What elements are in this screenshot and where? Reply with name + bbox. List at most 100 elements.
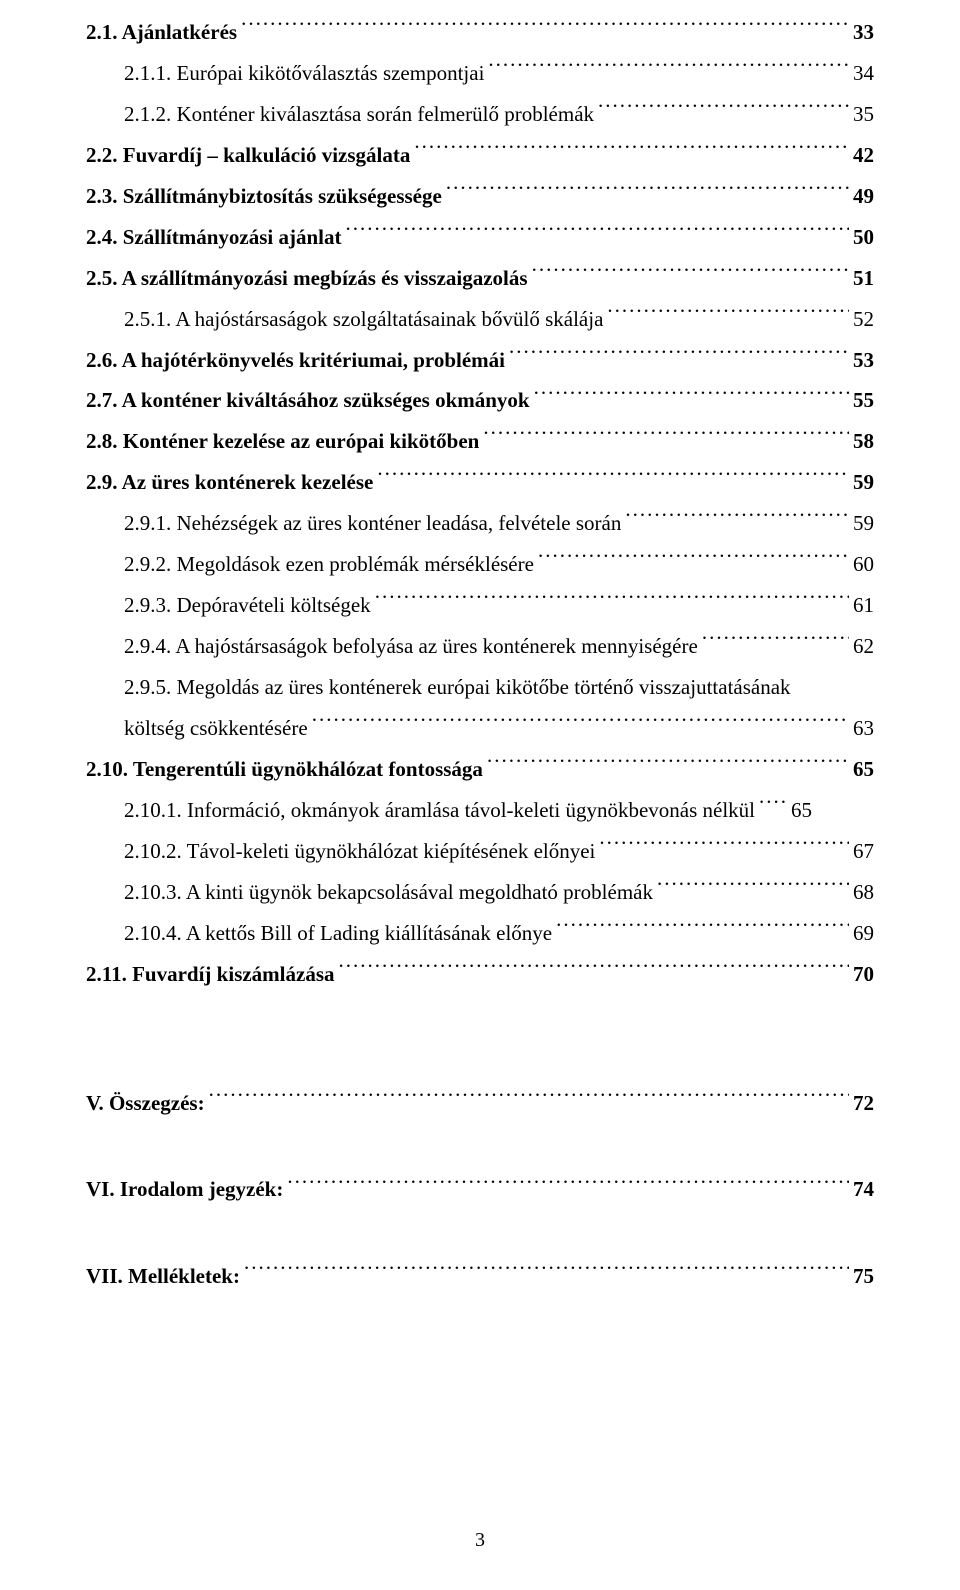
toc-entry-page: 65 xyxy=(853,749,874,790)
toc-entry: 2.1. Ajánlatkérés 33 xyxy=(86,12,874,53)
toc-entry-page: 61 xyxy=(853,585,874,626)
toc-section-label: VII. Mellékletek: xyxy=(86,1256,240,1297)
toc-entry-page: 34 xyxy=(853,53,874,94)
toc-entry: 2.6. A hajótérkönyvelés kritériumai, pro… xyxy=(86,340,874,381)
toc-leader xyxy=(534,386,849,407)
toc-entry: 2.9.5. Megoldás az üres konténerek európ… xyxy=(86,667,874,749)
toc-entry-label: 2.2. Fuvardíj – kalkuláció vizsgálata xyxy=(86,135,410,176)
toc-entry-page: 60 xyxy=(853,544,874,585)
spacer xyxy=(86,1123,874,1169)
toc-leader xyxy=(209,1089,849,1110)
toc-entry-label: 2.9.3. Depóravételi költségek xyxy=(124,585,371,626)
toc-entry-page: 53 xyxy=(853,340,874,381)
toc-entry: 2.9.2. Megoldások ezen problémák mérsékl… xyxy=(86,544,874,585)
toc-entry-label: 2.11. Fuvardíj kiszámlázása xyxy=(86,954,335,995)
toc-entry-label: 2.10.2. Távol-keleti ügynökhálózat kiépí… xyxy=(124,831,595,872)
toc-leader xyxy=(599,837,849,858)
page-footer: 3 xyxy=(0,1529,960,1552)
toc-leader xyxy=(532,264,849,285)
toc-leader xyxy=(538,550,849,571)
toc-entry-page: 59 xyxy=(853,462,874,503)
toc-entry-page: 67 xyxy=(853,831,874,872)
toc-entry-page: 50 xyxy=(853,217,874,258)
toc-entry: 2.9.3. Depóravételi költségek 61 xyxy=(86,585,874,626)
toc-entry-label: költség csökkentésére xyxy=(124,708,308,749)
toc-entry-page: 49 xyxy=(853,176,874,217)
toc-leader xyxy=(414,141,849,162)
toc-entry-page: 69 xyxy=(853,913,874,954)
toc-entry-continuation: költség csökkentésére 63 xyxy=(124,708,874,749)
toc-entry-label: 2.10.4. A kettős Bill of Lading kiállítá… xyxy=(124,913,552,954)
toc-entry: 2.10.1. Információ, okmányok áramlása tá… xyxy=(86,790,874,831)
toc-section-entry: VII. Mellékletek: 75 xyxy=(86,1256,874,1297)
toc-section-page: 72 xyxy=(853,1083,874,1124)
toc-entry: 2.9.4. A hajóstársaságok befolyása az ür… xyxy=(86,626,874,667)
toc-entry-label: 2.9.4. A hajóstársaságok befolyása az ür… xyxy=(124,626,698,667)
toc-entry: 2.1.2. Konténer kiválasztása során felme… xyxy=(86,94,874,135)
toc-entry-label: 2.7. A konténer kiváltásához szükséges o… xyxy=(86,380,530,421)
toc-leader xyxy=(244,1262,849,1283)
toc-entry: 2.2. Fuvardíj – kalkuláció vizsgálata 42 xyxy=(86,135,874,176)
toc-entry-label: 2.10.1. Információ, okmányok áramlása tá… xyxy=(124,790,755,831)
toc-leader xyxy=(625,509,849,530)
toc-entry-page: 33 xyxy=(853,12,874,53)
toc-entry: 2.8. Konténer kezelése az európai kikötő… xyxy=(86,421,874,462)
toc-entry-label: 2.9.5. Megoldás az üres konténerek európ… xyxy=(124,667,874,708)
toc-entry-page: 58 xyxy=(853,421,874,462)
toc-leader xyxy=(312,714,849,735)
spacer xyxy=(86,995,874,1083)
toc-entry-label: 2.9.2. Megoldások ezen problémák mérsékl… xyxy=(124,544,534,585)
toc-leader xyxy=(339,960,849,981)
toc-leader xyxy=(346,223,850,244)
document-page: 2.1. Ajánlatkérés 332.1.1. Európai kiköt… xyxy=(0,0,960,1590)
toc-list: 2.1. Ajánlatkérés 332.1.1. Európai kiköt… xyxy=(86,12,874,995)
toc-section-page: 74 xyxy=(853,1169,874,1210)
page-number: 3 xyxy=(475,1529,485,1551)
toc-entry: 2.5.1. A hajóstársaságok szolgáltatásain… xyxy=(86,299,874,340)
toc-entry-page: 70 xyxy=(853,954,874,995)
toc-entry-page: 62 xyxy=(853,626,874,667)
toc-leader xyxy=(702,632,849,653)
toc-entry-label: 2.5.1. A hajóstársaságok szolgáltatásain… xyxy=(124,299,603,340)
toc-leader xyxy=(509,346,849,367)
toc-section-entry: V. Összegzés: 72 xyxy=(86,1083,874,1124)
toc-entry: 2.10.3. A kinti ügynök bekapcsolásával m… xyxy=(86,872,874,913)
toc-entry-label: 2.6. A hajótérkönyvelés kritériumai, pro… xyxy=(86,340,505,381)
toc-entry-page: 35 xyxy=(853,94,874,135)
toc-section-page: 75 xyxy=(853,1256,874,1297)
toc-entry: 2.4. Szállítmányozási ajánlat 50 xyxy=(86,217,874,258)
toc-entry-label: 2.8. Konténer kezelése az európai kikötő… xyxy=(86,421,479,462)
toc-leader xyxy=(375,591,849,612)
toc-entry-label: 2.1.1. Európai kikötőválasztás szempontj… xyxy=(124,53,484,94)
toc-entry-page: 63 xyxy=(853,708,874,749)
toc-entry: 2.9. Az üres konténerek kezelése 59 xyxy=(86,462,874,503)
toc-sections: V. Összegzés: 72 VI. Irodalom jegyzék: 74… xyxy=(86,1083,874,1298)
toc-entry-page: 55 xyxy=(853,380,874,421)
toc-entry-label: 2.9. Az üres konténerek kezelése xyxy=(86,462,373,503)
toc-entry-label: 2.10. Tengerentúli ügynökhálózat fontoss… xyxy=(86,749,483,790)
toc-leader xyxy=(241,18,849,39)
toc-entry: 2.5. A szállítmányozási megbízás és viss… xyxy=(86,258,874,299)
toc-leader xyxy=(607,305,849,326)
toc-entry-label: 2.4. Szállítmányozási ajánlat xyxy=(86,217,342,258)
toc-entry-label: 2.10.3. A kinti ügynök bekapcsolásával m… xyxy=(124,872,653,913)
toc-section-entry: VI. Irodalom jegyzék: 74 xyxy=(86,1169,874,1210)
toc-entry-label: 2.5. A szállítmányozási megbízás és viss… xyxy=(86,258,528,299)
toc-entry: 2.10.2. Távol-keleti ügynökhálózat kiépí… xyxy=(86,831,874,872)
toc-entry-label: 2.9.1. Nehézségek az üres konténer leadá… xyxy=(124,503,621,544)
toc-entry: 2.3. Szállítmánybiztosítás szükségessége… xyxy=(86,176,874,217)
toc-leader xyxy=(487,755,849,776)
toc-entry: 2.10. Tengerentúli ügynökhálózat fontoss… xyxy=(86,749,874,790)
toc-section-label: VI. Irodalom jegyzék: xyxy=(86,1169,283,1210)
toc-entry-page: 68 xyxy=(853,872,874,913)
toc-leader xyxy=(377,468,849,489)
toc-leader xyxy=(287,1175,849,1196)
toc-leader xyxy=(657,878,849,899)
toc-leader xyxy=(483,427,849,448)
toc-entry-page: 65 xyxy=(791,790,812,831)
toc-entry: 2.10.4. A kettős Bill of Lading kiállítá… xyxy=(86,913,874,954)
toc-entry-label: 2.1. Ajánlatkérés xyxy=(86,12,237,53)
toc-leader xyxy=(488,59,849,80)
toc-leader xyxy=(759,796,787,817)
toc-leader xyxy=(446,182,849,203)
